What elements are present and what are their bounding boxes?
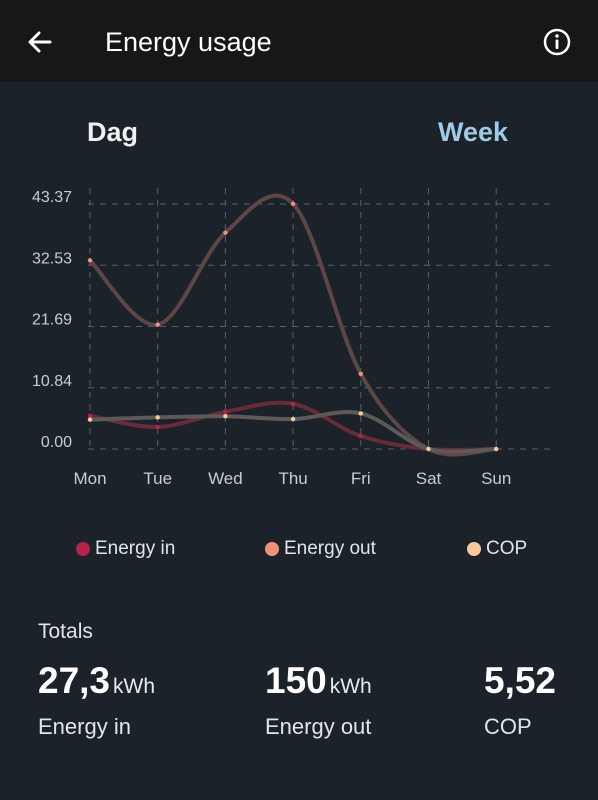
total-unit: kWh — [329, 675, 372, 698]
data-point-cop — [494, 446, 499, 452]
total-energy-out: 150 kWh — [265, 660, 372, 702]
tab-day[interactable]: Dag — [87, 117, 139, 147]
legend-label: COP — [486, 538, 528, 559]
data-point-cop — [87, 417, 93, 422]
y-tick-label: 43.37 — [32, 189, 72, 206]
x-tick-label: Sun — [481, 469, 511, 488]
data-point-energy-in — [155, 424, 160, 430]
tab-week[interactable]: Week — [438, 117, 509, 147]
data-point-cop — [155, 415, 160, 420]
x-tick-label: Thu — [278, 469, 307, 488]
total-energy-in: 27,3 kWh — [38, 660, 155, 702]
page-title: Energy usage — [105, 27, 272, 57]
data-point-energy-out — [290, 201, 296, 207]
data-point-cop — [290, 416, 296, 422]
total-label-cop: COP — [484, 714, 532, 739]
data-point-energy-out — [358, 371, 363, 377]
x-tick-label: Sat — [416, 469, 442, 488]
total-value: 5,52 — [484, 660, 557, 701]
total-label-energy-in: Energy in — [38, 714, 131, 739]
legend-cop: COP — [467, 534, 527, 564]
legend-dot-icon — [467, 542, 481, 556]
y-tick-label: 10.84 — [32, 373, 72, 390]
legend-label: Energy out — [284, 538, 376, 559]
data-point-energy-out — [223, 230, 228, 235]
data-point-energy-in — [358, 433, 363, 439]
x-tick-label: Fri — [351, 469, 371, 488]
data-point-cop — [426, 446, 431, 452]
info-button[interactable] — [539, 24, 575, 60]
total-value: 27,3 — [38, 660, 111, 701]
back-button[interactable] — [22, 24, 58, 60]
total-value: 150 — [265, 660, 327, 701]
legend-dot-icon — [265, 542, 279, 556]
data-point-energy-in — [223, 409, 228, 414]
legend-dot-icon — [76, 542, 90, 556]
data-point-energy-out — [87, 258, 93, 263]
total-cop: 5,52 — [484, 660, 559, 702]
info-circle-icon — [543, 28, 571, 56]
legend-energy-in: Energy in — [76, 534, 175, 564]
energy-line-chart: 43.37 32.53 21.69 10.84 0.00 Mon Tue Wed Thu Fri S… — [32, 188, 555, 488]
y-tick-label: 21.69 — [32, 312, 72, 329]
legend-energy-out: Energy out — [265, 534, 376, 564]
x-tick-label: Tue — [143, 469, 172, 488]
totals-heading: Totals — [38, 620, 93, 643]
x-tick-label: Wed — [208, 469, 243, 488]
total-label-energy-out: Energy out — [265, 714, 372, 739]
data-point-energy-in — [290, 401, 296, 407]
legend-label: Energy in — [95, 538, 176, 559]
y-tick-label: 0.00 — [41, 434, 72, 451]
app-bar: Energy usage — [0, 0, 598, 82]
total-unit: kWh — [113, 675, 156, 698]
x-tick-label: Mon — [73, 469, 106, 488]
data-point-energy-in — [87, 413, 93, 418]
y-tick-label: 32.53 — [32, 250, 72, 267]
arrow-left-icon — [28, 31, 52, 53]
data-point-cop — [358, 411, 363, 416]
data-point-energy-out — [155, 322, 160, 327]
data-point-cop — [223, 414, 228, 419]
